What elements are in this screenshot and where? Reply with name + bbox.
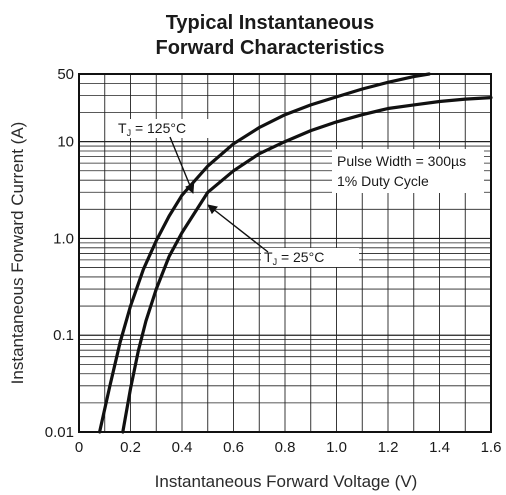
label-tj-125c-bg xyxy=(115,119,227,138)
y-axis-label: Instantaneous Forward Current (A) xyxy=(8,122,27,385)
curves-group xyxy=(98,72,493,434)
curve-tj-25c xyxy=(121,96,493,434)
label-tj-125c-suffix: = 125°C xyxy=(131,120,186,136)
y-tick-label: 0.1 xyxy=(53,327,74,344)
pulse-width-note: Pulse Width = 300µs xyxy=(337,153,466,169)
plot-border xyxy=(78,73,492,433)
x-tick-label: 1.6 xyxy=(481,439,502,456)
arrow-tj-25c xyxy=(207,204,269,253)
label-tj-25c-suffix: = 25°C xyxy=(277,249,324,265)
curve-tj-125c xyxy=(98,72,431,434)
y-tick-label: 10 xyxy=(57,134,74,151)
y-tick-label: 50 xyxy=(57,66,74,83)
y-tick-label: 0.01 xyxy=(45,424,74,441)
x-tick-label: 0.2 xyxy=(120,439,141,456)
x-tick-label: 1.4 xyxy=(429,439,450,456)
label-tj-125c-prefix: T xyxy=(118,120,127,136)
y-tick-label: 1.0 xyxy=(53,230,74,247)
pulse-info-bg xyxy=(332,149,484,193)
label-tj-125c-sub: J xyxy=(127,128,132,138)
arrow-tj-125c xyxy=(169,136,195,194)
x-tick-label: 1.2 xyxy=(378,439,399,456)
label-tj-25c-sub: J xyxy=(273,257,278,267)
x-tick-label: 0.6 xyxy=(223,439,244,456)
label-tj-25c: TJ = 25°C xyxy=(264,249,324,267)
chart-title-line1: Typical Instantaneous xyxy=(166,12,375,34)
label-tj-125c: TJ = 125°C xyxy=(118,120,186,138)
x-tick-label: 0.4 xyxy=(172,439,193,456)
x-axis-label: Instantaneous Forward Voltage (V) xyxy=(155,472,418,491)
label-tj-25c-bg xyxy=(261,248,359,267)
tick-labels: 0 0.2 0.4 0.6 0.8 1.0 1.2 1.4 1.6 0.01 0.1 1.0 10 50 xyxy=(45,66,502,456)
x-tick-label: 0.8 xyxy=(275,439,296,456)
chart-title-line2: Forward Characteristics xyxy=(156,37,385,59)
x-tick-label: 0 xyxy=(75,439,83,456)
x-tick-label: 1.0 xyxy=(326,439,347,456)
duty-cycle-note: 1% Duty Cycle xyxy=(337,173,429,189)
label-tj-25c-prefix: T xyxy=(264,249,273,265)
plot-frame xyxy=(78,73,492,433)
